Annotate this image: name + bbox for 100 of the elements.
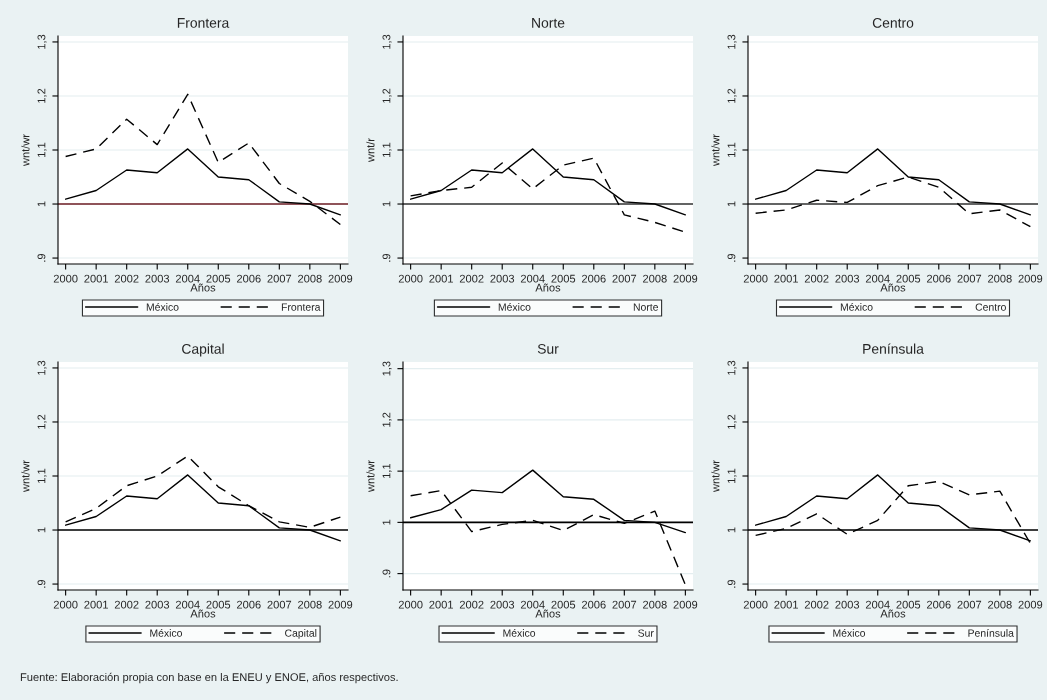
- x-tick-label: 2008: [643, 600, 667, 609]
- x-axis-title: Años: [535, 609, 561, 618]
- legend-label: Frontera: [281, 303, 321, 311]
- y-tick-label: 1: [37, 201, 46, 207]
- chart-title: Centro: [872, 17, 914, 28]
- y-tick-label: 1: [382, 201, 391, 207]
- x-tick-label: 2002: [459, 274, 484, 283]
- y-tick-label: 1: [727, 201, 736, 207]
- x-tick-label: 2008: [643, 274, 667, 283]
- x-tick-label: 2006: [926, 274, 951, 283]
- x-tick-label: 2006: [581, 600, 606, 609]
- y-tick-label: 1,3: [727, 360, 737, 375]
- x-tick-label: 2004: [865, 600, 890, 609]
- y-tick-label: .9: [727, 579, 736, 588]
- x-tick-label: 2003: [835, 600, 860, 609]
- x-tick-label: 2009: [328, 600, 353, 609]
- y-tick-label: 1,1: [382, 142, 392, 157]
- x-tick-label: 2003: [835, 274, 860, 283]
- y-tick-label: 1: [382, 519, 391, 525]
- x-tick-label: 2000: [743, 274, 768, 283]
- x-tick-label: 2005: [551, 600, 576, 609]
- x-tick-label: 2005: [896, 274, 921, 283]
- y-axis-title: wnt/r: [366, 138, 375, 163]
- x-tick-label: 2009: [1018, 274, 1043, 283]
- y-axis-title: wnt/wr: [711, 134, 720, 167]
- y-tick-label: 1,2: [382, 412, 392, 427]
- x-tick-label: 2001: [84, 274, 108, 283]
- legend-label: México: [150, 628, 183, 637]
- x-tick-label: 2007: [957, 600, 982, 609]
- legend-label: México: [146, 302, 179, 311]
- x-axis-title: Años: [190, 283, 216, 292]
- x-tick-label: 2000: [398, 600, 423, 609]
- y-tick-label: 1,1: [37, 142, 47, 157]
- x-tick-label: 2002: [804, 274, 829, 283]
- x-tick-label: 2004: [520, 600, 545, 609]
- x-tick-label: 2008: [988, 274, 1012, 283]
- x-tick-label: 2003: [490, 274, 515, 283]
- x-tick-label: 2003: [145, 274, 170, 283]
- legend-label: México: [498, 302, 531, 311]
- y-tick-label: .9: [727, 253, 736, 262]
- x-tick-label: 2000: [398, 274, 423, 283]
- y-tick-label: 1,3: [382, 361, 392, 376]
- x-tick-label: 2003: [490, 600, 515, 609]
- y-axis-title: wnt/wr: [21, 460, 30, 493]
- x-tick-label: 2007: [612, 600, 637, 609]
- y-tick-label: 1,3: [37, 360, 47, 375]
- x-tick-label: 2003: [145, 600, 170, 609]
- chart-title: Frontera: [177, 18, 230, 28]
- y-tick-label: 1,2: [727, 414, 737, 429]
- x-tick-label: 2009: [1018, 600, 1043, 609]
- x-tick-label: 2007: [267, 274, 292, 283]
- line-series: [64, 93, 342, 226]
- legend-label: México: [840, 302, 873, 311]
- legend-label: Norte: [633, 303, 659, 311]
- x-tick-label: 2009: [673, 274, 698, 283]
- x-tick-label: 2009: [328, 274, 353, 283]
- source-note: Fuente: Elaboración propia con base en la ENEU y ENOE, años respectivos.: [20, 672, 398, 684]
- y-tick-label: .9: [37, 579, 46, 588]
- chart-title: Península: [863, 343, 924, 354]
- y-tick-label: 1,2: [37, 88, 47, 103]
- x-tick-label: 2005: [551, 274, 576, 283]
- x-tick-label: 2005: [206, 600, 231, 609]
- y-tick-label: 1,2: [727, 88, 737, 103]
- x-tick-label: 2008: [298, 274, 322, 283]
- y-tick-label: .9: [382, 253, 391, 262]
- x-tick-label: 2007: [612, 274, 637, 283]
- x-tick-label: 2007: [267, 600, 292, 609]
- y-tick-label: 1,3: [382, 34, 392, 49]
- legend-label: Sur: [638, 629, 654, 637]
- y-axis-title: wnt/wr: [21, 134, 30, 167]
- x-tick-label: 2001: [84, 600, 108, 609]
- x-axis-title: Años: [880, 609, 906, 618]
- y-tick-label: 1,2: [382, 88, 392, 103]
- x-tick-label: 2008: [298, 600, 322, 609]
- x-axis-title: Años: [535, 283, 561, 292]
- x-axis-title: Años: [190, 609, 216, 618]
- x-tick-label: 2006: [581, 274, 606, 283]
- x-tick-label: 2004: [175, 600, 200, 609]
- legend-label: México: [503, 628, 536, 637]
- x-tick-label: 2004: [175, 274, 200, 283]
- x-tick-label: 2005: [206, 274, 231, 283]
- y-tick-label: 1,3: [37, 34, 47, 49]
- x-tick-label: 2004: [865, 274, 890, 283]
- x-tick-label: 2009: [673, 600, 698, 609]
- y-tick-label: 1: [37, 527, 46, 533]
- x-tick-label: 2001: [429, 274, 453, 283]
- x-tick-label: 2006: [236, 274, 261, 283]
- x-tick-label: 2004: [520, 274, 545, 283]
- y-tick-label: .9: [37, 253, 46, 262]
- legend-label: Capital: [285, 629, 317, 639]
- chart-title: Capital: [182, 343, 224, 357]
- x-tick-label: 2001: [429, 600, 453, 609]
- y-axis-title: wnt/wr: [711, 460, 720, 493]
- x-axis-title: Años: [880, 283, 906, 292]
- y-tick-label: 1,3: [727, 34, 737, 49]
- chart-title: Norte: [532, 18, 565, 28]
- x-tick-label: 2001: [774, 274, 798, 283]
- legend-label: México: [833, 628, 866, 637]
- y-tick-label: 1: [727, 527, 736, 533]
- y-tick-label: 1,1: [727, 468, 737, 483]
